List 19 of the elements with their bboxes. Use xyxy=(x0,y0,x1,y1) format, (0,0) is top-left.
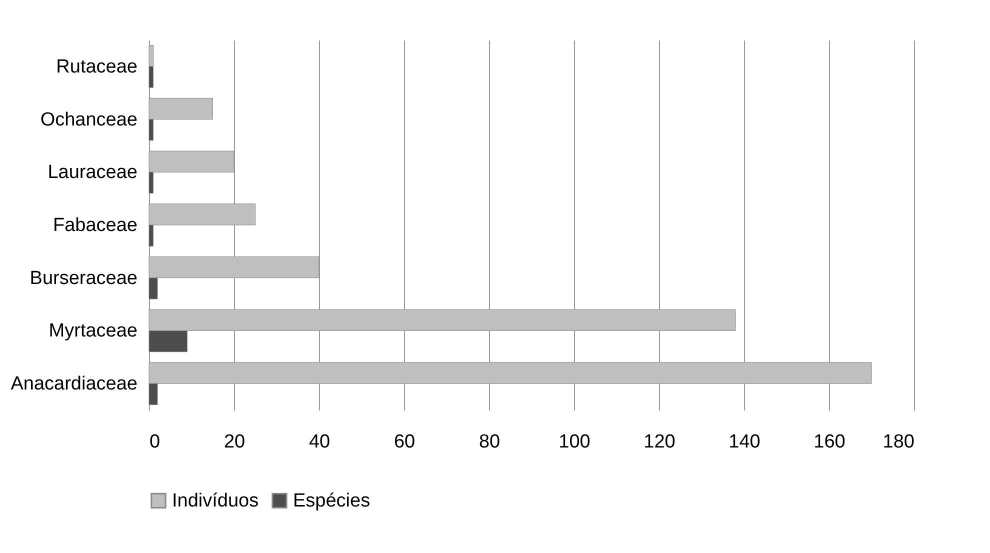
x-tick-label: 60 xyxy=(394,432,416,452)
x-tick-label: 100 xyxy=(558,432,590,452)
x-tick-label: 40 xyxy=(308,432,330,452)
y-tick-label: Anacardiaceae xyxy=(10,374,138,395)
y-tick-label: Lauraceae xyxy=(48,162,138,184)
legend-label: Espécies xyxy=(293,490,370,512)
y-tick-label: Ochanceae xyxy=(40,109,138,130)
x-tick-label: 140 xyxy=(728,432,760,452)
x-tick-label: 0 xyxy=(150,432,160,452)
legend-label: Indivíduos xyxy=(172,490,259,512)
y-tick-label: Myrtaceae xyxy=(48,320,138,342)
x-tick-label: 180 xyxy=(882,432,914,452)
x-tick-label: 80 xyxy=(478,432,500,452)
x-tick-label: 20 xyxy=(224,432,246,452)
y-tick-label: Rutaceae xyxy=(56,56,138,78)
x-tick-label: 120 xyxy=(644,432,676,452)
y-tick-label: Burseraceae xyxy=(30,268,138,289)
x-tick-label: 160 xyxy=(814,432,846,452)
y-tick-label: Fabaceae xyxy=(52,215,138,236)
